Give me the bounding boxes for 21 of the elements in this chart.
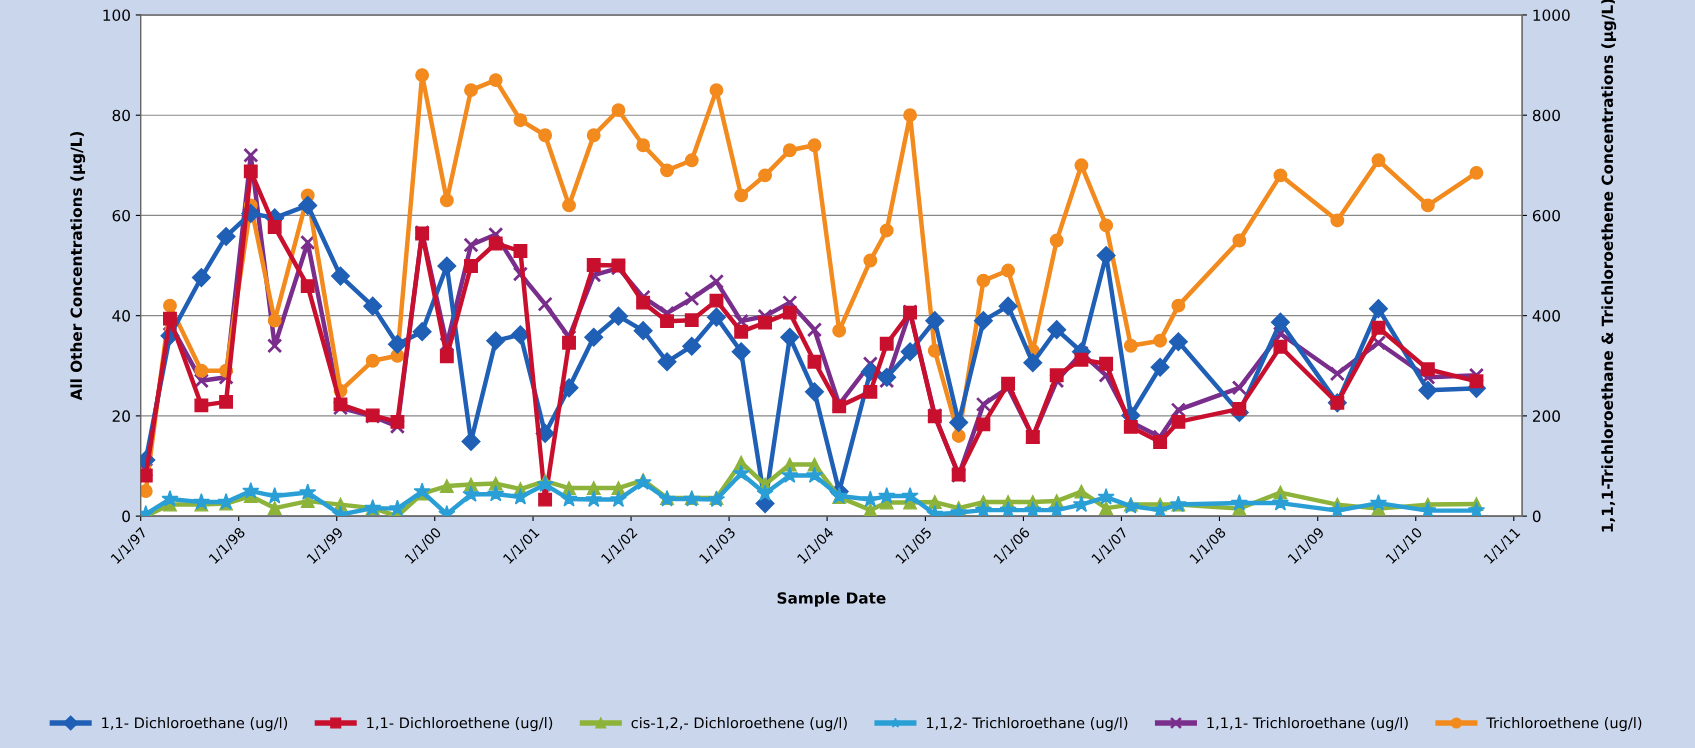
y2-axis-title: 1,1,1-Trichloroethane & Trichloroethene Concentrations (µg/L) <box>1601 0 1617 532</box>
y-tick-label: 80 <box>112 109 130 122</box>
y2-tick-label: 1000 <box>1533 9 1570 21</box>
legend-label: Trichloroethene (ug/l) <box>1486 717 1642 732</box>
y2-tick-label: 200 <box>1532 410 1560 422</box>
legend-label: 1,1- Dichloroethene (ug/l) <box>367 717 553 732</box>
y-tick-label: 0 <box>122 510 130 523</box>
legend-label: 1,1,1- Trichloroethane (ug/l) <box>1207 717 1408 732</box>
legend-label: 1,1,2- Trichloroethane (ug/l) <box>926 717 1128 732</box>
y-tick-label: 20 <box>112 410 130 422</box>
y2-tick-label: 400 <box>1532 310 1560 322</box>
y2-tick-label: 600 <box>1532 209 1560 222</box>
y2-tick-label: 0 <box>1532 510 1541 523</box>
y-tick-label: 60 <box>112 209 130 222</box>
legend-label: cis-1,2,- Dichloroethene (ug/l) <box>631 717 847 732</box>
y-tick-label: 40 <box>112 310 130 322</box>
legend-label: 1,1- Dichloroethane (ug/l) <box>102 717 288 732</box>
x-axis-title: Sample Date <box>777 591 886 607</box>
y-axis-title: All Other Concentrations (µg/L) <box>70 131 86 401</box>
y2-tick-label: 800 <box>1532 109 1560 122</box>
y-tick-label: 100 <box>103 9 130 21</box>
